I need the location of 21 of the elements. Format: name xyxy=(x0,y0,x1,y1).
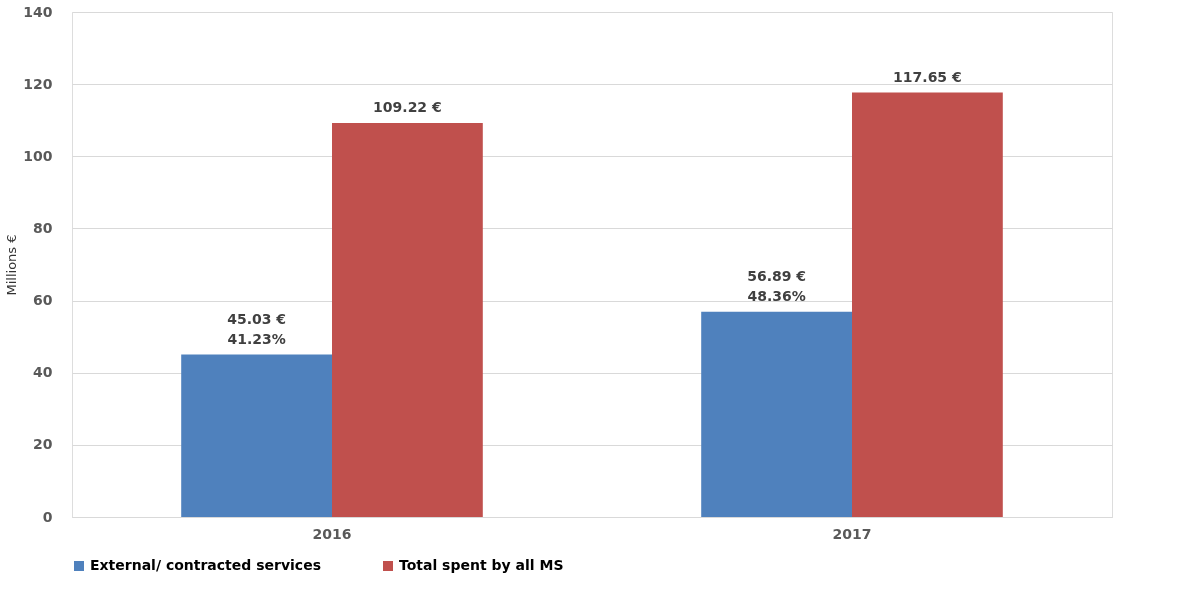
y-tick-label: 100 xyxy=(23,147,53,164)
y-tick-label: 0 xyxy=(42,508,53,525)
legend-label: Total spent by all MS xyxy=(399,557,564,573)
x-tick-label: 2016 xyxy=(312,525,352,542)
y-tick-label: 60 xyxy=(33,292,53,309)
y-tick-label: 20 xyxy=(33,436,53,453)
bar xyxy=(701,311,852,517)
bar xyxy=(852,92,1003,517)
data-label: 109.22 € xyxy=(373,99,442,116)
bar xyxy=(181,354,332,517)
y-axis-title: Millions € xyxy=(4,234,20,296)
data-label: 56.89 € 48.36% xyxy=(747,267,807,304)
data-label: 117.65 € xyxy=(893,68,962,85)
x-tick-label: 2017 xyxy=(832,525,872,542)
data-label: 45.03 € 41.23% xyxy=(227,310,287,347)
legend-label: External/ contracted services xyxy=(90,557,321,573)
bar xyxy=(332,123,483,517)
y-tick-label: 120 xyxy=(23,75,53,92)
y-tick-label: 140 xyxy=(23,3,53,20)
y-tick-label: 80 xyxy=(33,219,53,236)
y-tick-label: 40 xyxy=(33,364,53,381)
